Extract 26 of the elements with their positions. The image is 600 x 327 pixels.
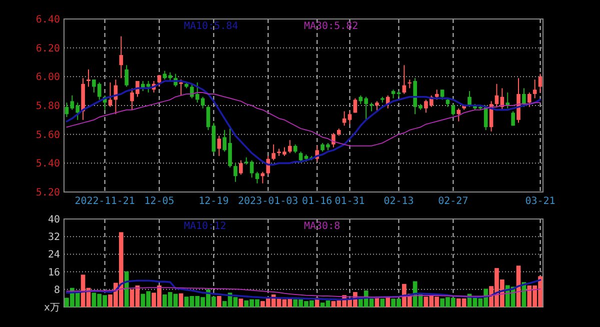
xtick: 01-16 <box>302 196 332 207</box>
ytick: 6.00 <box>36 72 60 84</box>
ytick: 5.60 <box>36 130 60 141</box>
legend: MA30:8 <box>304 221 340 232</box>
ytick: 5.40 <box>36 158 60 170</box>
ytick: 24 <box>48 250 60 261</box>
xtick: 2023-01-03 <box>238 196 298 207</box>
xtick: 12-05 <box>144 196 174 207</box>
ytick: 5.80 <box>36 101 60 112</box>
ytick: 8 <box>54 284 60 296</box>
xtick: 12-19 <box>198 196 229 207</box>
xtick: 01-31 <box>334 196 365 207</box>
ytick: 32 <box>48 232 60 244</box>
ytick: x万 <box>44 302 60 314</box>
ytick: 6.40 <box>36 14 60 26</box>
legend: MA10:12 <box>184 221 226 232</box>
legend: MA30:5.82 <box>304 21 358 32</box>
ytick: 5.20 <box>36 188 60 198</box>
ytick: 6.20 <box>36 43 60 54</box>
xtick: 02-13 <box>384 196 414 207</box>
legend: MA10:5.84 <box>184 21 238 32</box>
ytick: 16 <box>48 267 60 278</box>
ytick: 40 <box>48 214 60 226</box>
xtick: 03-21 <box>525 196 556 207</box>
xtick: 2022-11-21 <box>74 196 135 207</box>
xtick: 02-27 <box>438 196 468 207</box>
